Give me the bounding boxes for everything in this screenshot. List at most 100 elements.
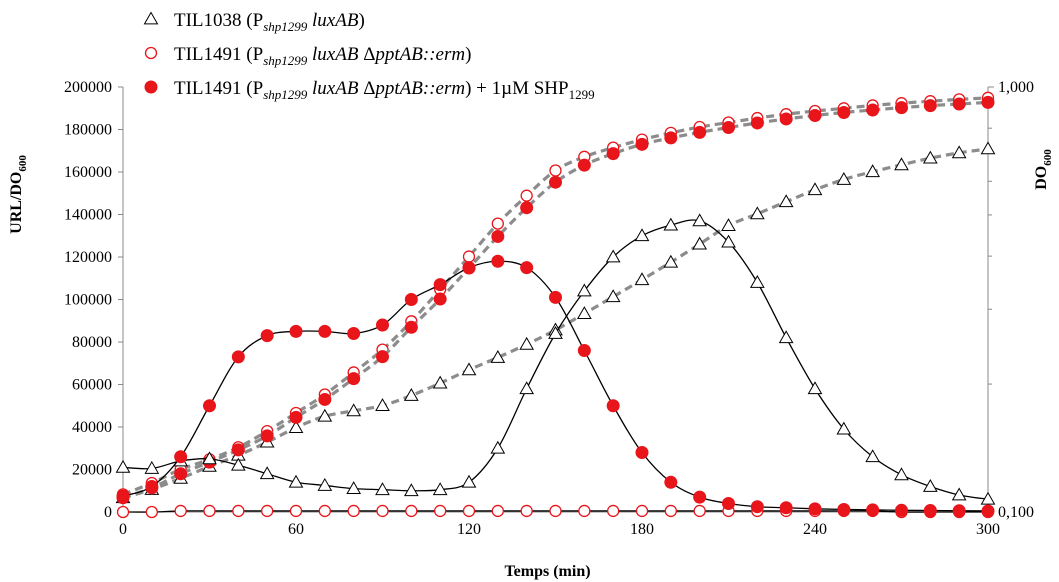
legend-entry-2: TIL1491 (Pshp1299 luxAB ΔpptAB::erm) + 1… xyxy=(144,78,595,102)
data-point xyxy=(606,399,620,413)
data-point xyxy=(232,504,245,518)
legend-label-part: TIL1491 (P xyxy=(174,78,263,99)
data-point xyxy=(866,503,880,517)
legend-label-part: pptAB::erm xyxy=(373,78,465,99)
legend-label-part: 1299 xyxy=(569,87,595,102)
legend-marker xyxy=(144,80,158,94)
series-layer xyxy=(115,91,996,519)
data-point xyxy=(376,504,389,518)
axes: 0 20000 40000 60000 80000 100000 120000 140000 1… xyxy=(64,79,1034,538)
data-point xyxy=(520,261,534,275)
data-point xyxy=(174,467,188,481)
data-point xyxy=(375,482,390,496)
data-point xyxy=(664,475,678,489)
data-point xyxy=(836,171,852,185)
legend-label-part: Δ xyxy=(358,44,375,65)
data-point xyxy=(578,504,591,518)
y-left-tick-label: 160000 xyxy=(64,164,112,181)
data-point xyxy=(807,182,823,196)
data-point xyxy=(288,474,304,488)
legend-label-part: shp1299 xyxy=(263,53,308,68)
data-point xyxy=(145,505,158,519)
data-point xyxy=(721,218,736,231)
data-point xyxy=(606,147,620,161)
data-point xyxy=(116,505,130,519)
data-point xyxy=(520,189,533,202)
data-point xyxy=(865,164,881,178)
legend-label-part: ) xyxy=(358,10,364,31)
data-point xyxy=(520,201,534,215)
data-point xyxy=(347,504,360,518)
y-left-tick-label: 180000 xyxy=(64,122,112,139)
data-point xyxy=(174,504,187,518)
data-point xyxy=(376,318,389,332)
data-point xyxy=(317,477,333,491)
data-point xyxy=(635,446,649,459)
data-point xyxy=(317,408,333,422)
data-point xyxy=(347,327,361,340)
data-point xyxy=(491,254,505,268)
x-tick-label: 180 xyxy=(630,521,654,538)
data-point xyxy=(461,474,477,488)
y-axis-right-title-sub: 600 xyxy=(1042,149,1054,166)
data-point xyxy=(807,381,823,395)
y-left-tick-label: 60000 xyxy=(72,377,112,394)
data-point xyxy=(577,344,591,357)
data-point xyxy=(837,105,851,119)
y-axis-left-title: URL/DO600 xyxy=(8,155,29,234)
data-point xyxy=(607,504,620,518)
data-point xyxy=(347,372,361,386)
legend-label-part: luxAB xyxy=(312,44,359,65)
data-point xyxy=(576,283,592,297)
legend-label-part: ) xyxy=(465,44,471,65)
data-point xyxy=(664,504,677,518)
x-tick-label: 120 xyxy=(457,521,481,538)
data-point xyxy=(779,112,793,126)
x-axis-title: Temps (min) xyxy=(504,563,590,580)
data-point xyxy=(808,502,822,516)
y-left-tick-label: 80000 xyxy=(72,334,112,351)
data-point xyxy=(405,504,418,518)
data-point xyxy=(520,504,533,518)
data-point xyxy=(432,482,448,496)
y-left-tick-label: 140000 xyxy=(64,207,112,224)
data-point xyxy=(952,504,966,518)
data-point xyxy=(664,131,678,145)
data-point xyxy=(174,450,188,464)
y-right-tick-label: 1,000 xyxy=(998,79,1034,96)
data-point xyxy=(894,467,909,481)
data-point xyxy=(923,504,937,518)
data-point xyxy=(722,497,735,510)
data-point xyxy=(288,420,304,433)
data-point xyxy=(866,103,880,117)
x-tick-label: 60 xyxy=(288,521,304,538)
data-point xyxy=(634,228,650,242)
legend-label-part: TIL1038 (P xyxy=(174,10,263,31)
data-point xyxy=(491,229,505,243)
data-point xyxy=(318,392,332,406)
data-point xyxy=(404,293,418,306)
legend-label-part: shp1299 xyxy=(263,19,308,34)
data-point xyxy=(549,504,562,518)
data-point xyxy=(491,217,504,230)
data-point xyxy=(432,375,448,389)
data-point xyxy=(808,108,822,122)
data-point xyxy=(549,164,562,177)
data-point xyxy=(722,120,735,134)
data-point xyxy=(231,443,245,457)
x-tick-label: 0 xyxy=(119,521,127,538)
y-left-tick-label: 200000 xyxy=(64,79,112,96)
data-point xyxy=(663,217,679,231)
data-point xyxy=(549,290,562,304)
data-point xyxy=(318,504,331,518)
data-point xyxy=(980,491,996,505)
data-point xyxy=(779,501,793,515)
data-point xyxy=(721,234,736,248)
legend-marker xyxy=(143,11,159,25)
data-point xyxy=(692,236,708,250)
data-point xyxy=(865,449,881,463)
data-point xyxy=(289,410,303,424)
y-left-tick-label: 0 xyxy=(104,504,112,521)
data-point xyxy=(750,116,764,130)
